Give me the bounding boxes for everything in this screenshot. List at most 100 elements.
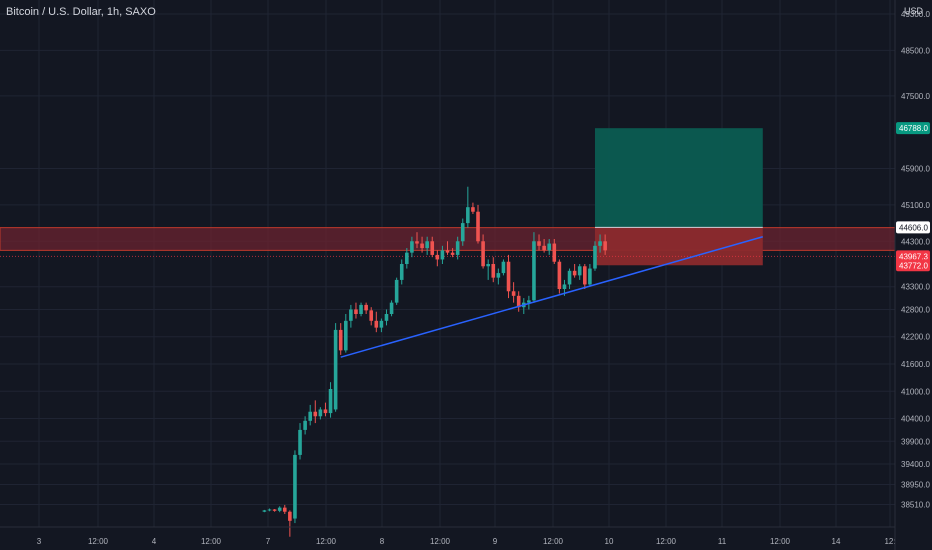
candle <box>532 232 536 303</box>
candle-body <box>410 241 414 253</box>
candle <box>338 323 343 355</box>
candle-body <box>272 509 277 511</box>
candle-body <box>313 411 318 417</box>
candle-body <box>338 329 343 351</box>
candle <box>450 248 455 258</box>
x-tick-label: 7 <box>266 537 271 546</box>
candle-body <box>542 245 546 251</box>
candle <box>374 311 379 333</box>
candle-body <box>532 241 536 301</box>
drawings-layer <box>340 236 763 358</box>
candle <box>394 277 399 305</box>
candle-body <box>354 309 358 314</box>
candle-body <box>399 264 404 280</box>
candle-body <box>552 243 557 262</box>
candle-body <box>359 304 363 314</box>
candle <box>466 186 470 228</box>
candle <box>552 239 557 264</box>
candle <box>354 302 358 319</box>
candle-body <box>277 507 282 511</box>
candle-body <box>583 266 587 285</box>
y-tick-label: 41000.0 <box>901 387 930 396</box>
candle <box>262 509 267 513</box>
candle <box>298 423 302 460</box>
currency-label[interactable]: USD <box>904 6 924 16</box>
candle-body <box>557 261 562 289</box>
y-tick-label: 41600.0 <box>901 360 930 369</box>
candle <box>506 254 511 299</box>
y-tick-label: 42800.0 <box>901 305 930 314</box>
candle <box>486 259 490 280</box>
x-tick-label: 12:00 <box>430 537 451 546</box>
candle <box>364 302 368 314</box>
price-label-text: 43772.0 <box>899 261 928 270</box>
candle <box>516 291 521 312</box>
candle <box>501 259 506 276</box>
x-tick-label: 12:00 <box>316 537 337 546</box>
candle-body <box>293 454 297 519</box>
candle-body <box>466 207 470 224</box>
candle-body <box>262 510 267 512</box>
candle <box>323 402 328 417</box>
y-tick-label: 38950.0 <box>901 480 930 489</box>
price-label: 43772.0 <box>896 259 930 272</box>
candle <box>425 236 429 255</box>
candle <box>318 407 323 420</box>
candle <box>303 416 307 435</box>
candle <box>603 234 607 255</box>
candle-body <box>572 270 577 276</box>
trendline <box>340 236 763 358</box>
candle-body <box>379 320 384 328</box>
candle <box>277 506 282 513</box>
x-tick-label: 12:00 <box>770 537 791 546</box>
candle-body <box>511 291 516 296</box>
candle-body <box>405 252 409 264</box>
candle-body <box>303 420 307 430</box>
y-tick-label: 45900.0 <box>901 165 930 174</box>
candle-body <box>481 241 485 267</box>
y-tick-label: 39400.0 <box>901 460 930 469</box>
y-tick-label: 45100.0 <box>901 201 930 210</box>
candle <box>343 314 348 353</box>
price-label: 44606.0 <box>896 221 930 234</box>
candle-body <box>577 266 582 276</box>
candle <box>430 236 435 258</box>
candles-layer <box>262 186 607 537</box>
candle <box>460 218 465 246</box>
chart-title[interactable]: Bitcoin / U.S. Dollar, 1h, SAXO <box>6 6 156 18</box>
candle-body <box>471 207 475 212</box>
candle-body <box>562 284 567 289</box>
candle <box>491 257 496 283</box>
price-label-bg <box>896 259 930 272</box>
candle-body <box>455 241 460 255</box>
candle <box>537 234 541 251</box>
candle <box>476 204 480 244</box>
candle-body <box>460 223 465 242</box>
y-tick-label: 43300.0 <box>901 283 930 292</box>
candle <box>313 400 318 424</box>
candle <box>481 234 485 269</box>
candle-body <box>420 243 424 249</box>
candle-body <box>603 241 607 251</box>
candle <box>282 504 287 514</box>
x-tick-label: 3 <box>37 537 42 546</box>
candle-body <box>516 295 521 308</box>
candle <box>293 450 297 524</box>
candle-body <box>394 279 399 303</box>
candle <box>389 300 394 317</box>
candle-body <box>323 409 328 414</box>
candle-body <box>547 243 552 251</box>
profit-zone <box>594 128 763 228</box>
candle <box>405 248 409 269</box>
candle <box>496 268 501 285</box>
candle-body <box>435 254 440 260</box>
candle <box>572 264 577 278</box>
x-tick-label: 12:00 <box>543 537 564 546</box>
price-label-bg <box>896 221 930 234</box>
candle-body <box>349 309 353 321</box>
candle-body <box>267 509 272 511</box>
stop-loss-zone <box>594 227 763 266</box>
